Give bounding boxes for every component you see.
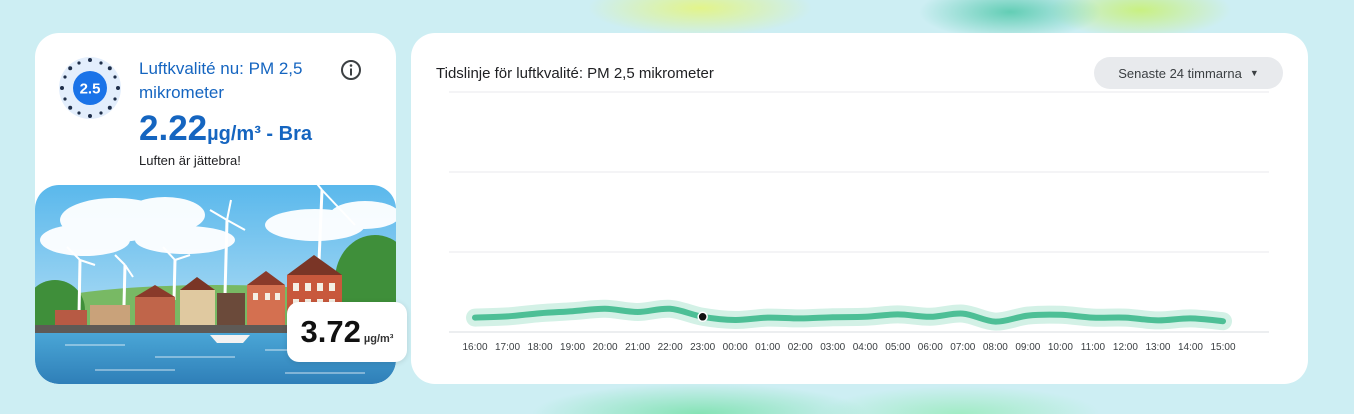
chart-tooltip: 3.72 µg/m³ [287,302,407,362]
air-quality-value: 2.22 [139,109,208,148]
x-tick-label: 00:00 [723,342,748,353]
timeline-card: Tidslinje för luftkvalité: PM 2,5 mikrom… [411,33,1308,384]
tooltip-unit: µg/m³ [363,333,394,345]
air-quality-unit: µg/m³ [207,123,261,145]
x-tick-label: 15:00 [1210,342,1235,353]
timeline-title: Tidslinje för luftkvalité: PM 2,5 mikrom… [436,65,714,82]
air-quality-separator: - [260,123,279,145]
info-icon[interactable] [339,58,363,82]
x-tick-label: 12:00 [1113,342,1138,353]
current-air-quality-card: 2.5 Luftkvalité nu: PM 2,5 mikrometer 2.… [35,33,396,384]
air-quality-description: Luften är jättebra! [139,153,241,168]
x-tick-label: 08:00 [983,342,1008,353]
x-tick-label: 01:00 [755,342,780,353]
x-tick-label: 19:00 [560,342,585,353]
x-tick-label: 11:00 [1081,342,1106,353]
x-tick-label: 04:00 [853,342,878,353]
air-quality-title: Luftkvalité nu: PM 2,5 mikrometer [139,59,303,102]
x-tick-label: 06:00 [918,342,943,353]
x-tick-label: 23:00 [690,342,715,353]
pm-badge-label: 2.5 [80,81,101,98]
time-range-label: Senaste 24 timmarna [1118,65,1242,81]
x-tick-label: 17:00 [495,342,520,353]
x-tick-label: 03:00 [820,342,845,353]
x-tick-label: 09:00 [1015,342,1040,353]
x-tick-label: 07:00 [950,342,975,353]
air-quality-reading: 2.22µg/m³ - Bra [139,109,312,149]
x-tick-label: 18:00 [528,342,553,353]
air-quality-line-chart: 16:00 17:00 18:00 19:00 20:00 21:00 22:00 23:00… [449,91,1269,353]
x-tick-label: 05:00 [885,342,910,353]
time-range-dropdown[interactable]: Senaste 24 timmarna ▼ [1094,57,1283,89]
x-tick-label: 10:00 [1048,342,1073,353]
x-tick-label: 02:00 [788,342,813,353]
x-tick-label: 14:00 [1178,342,1203,353]
x-tick-label: 22:00 [658,342,683,353]
highlight-point [697,311,708,323]
pm25-badge-icon: 2.5 [59,57,121,119]
x-tick-label: 13:00 [1145,342,1170,353]
tooltip-value: 3.72 [300,314,361,349]
x-tick-label: 16:00 [462,342,487,353]
x-tick-label: 21:00 [625,342,650,353]
x-tick-label: 20:00 [593,342,618,353]
dropdown-caret-icon: ▼ [1249,68,1259,78]
line-series [472,305,1226,325]
air-quality-category: Bra [278,123,313,145]
